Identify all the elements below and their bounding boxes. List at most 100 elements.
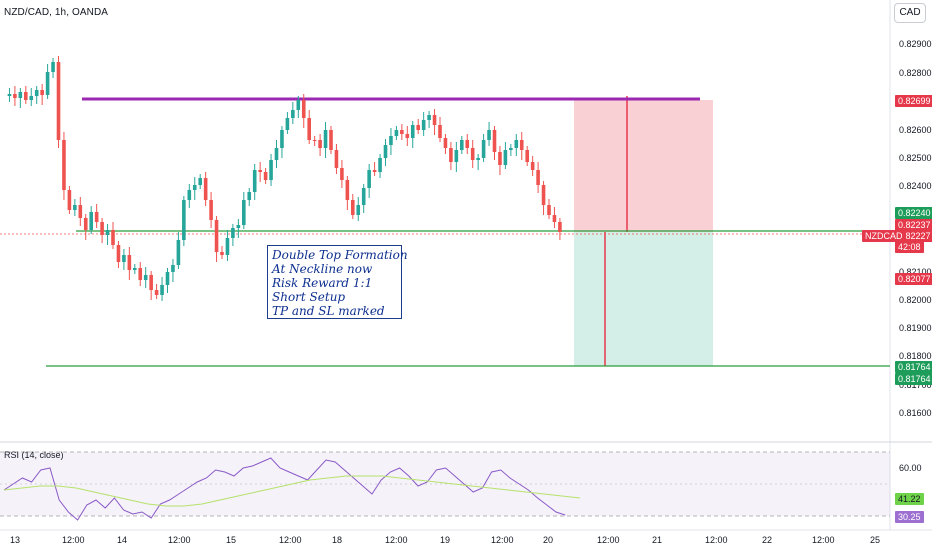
time-tick: 12:00 [385, 535, 408, 545]
price-tick: 0.81800 [899, 351, 932, 361]
annotation-text-box[interactable]: Double Top Formation At Neckline now Ris… [267, 245, 408, 319]
candle-body [247, 192, 252, 200]
price-tick: 0.81900 [899, 323, 932, 333]
candle-body [351, 200, 355, 215]
candle-body [530, 162, 535, 170]
price-label-target: 0.81764 [895, 373, 932, 385]
rsi-value-label: 41.22 [895, 493, 924, 505]
time-tick: 22 [762, 535, 773, 545]
candle-body [269, 160, 273, 180]
candle-body [274, 148, 279, 160]
candle-body [307, 118, 311, 140]
candle-body [214, 220, 219, 252]
candle-body [329, 130, 333, 150]
price-tick: 0.82800 [899, 68, 932, 78]
candle-body [160, 285, 164, 295]
candle-body [13, 94, 17, 98]
candle-body [209, 200, 213, 220]
candle-body [111, 230, 115, 245]
candle-body [438, 125, 442, 138]
candle-body [285, 118, 290, 130]
candle-body [105, 230, 110, 235]
candle-body [192, 185, 197, 190]
currency-button[interactable]: CAD [894, 3, 926, 23]
candle-body [143, 275, 148, 280]
candle-body [78, 205, 83, 218]
time-tick: 12:00 [705, 535, 728, 545]
time-tick: 12:00 [168, 535, 191, 545]
candle-body [171, 265, 175, 272]
annotation-line: At Neckline now [272, 262, 373, 276]
price-tick: 0.82000 [899, 295, 932, 305]
candle-body [182, 200, 186, 240]
candle-body [252, 170, 257, 192]
candle-body [443, 138, 448, 148]
time-tick: 20 [543, 535, 554, 545]
annotation-line: Risk Reward 1:1 [272, 276, 373, 290]
candle-body [263, 172, 268, 180]
candle-body [514, 140, 519, 148]
candle-body [460, 140, 464, 150]
time-tick: 19 [440, 535, 451, 545]
candle-body [356, 205, 361, 215]
candle-body [51, 62, 55, 72]
candle-body [116, 245, 121, 262]
countdown-label: 42:08 [895, 241, 924, 253]
candle-body [449, 148, 453, 162]
time-tick: 12:00 [279, 535, 302, 545]
candle-body [432, 115, 437, 125]
price-label-low: 0.82077 [895, 273, 932, 285]
time-tick: 12:00 [62, 535, 85, 545]
candle-body [405, 134, 410, 138]
candle-body [427, 115, 431, 120]
candle-body [24, 92, 28, 100]
rsi-line [3, 457, 566, 521]
candle-body [154, 290, 159, 295]
candle-body [220, 252, 224, 255]
candle-body [138, 268, 143, 280]
candle-body [312, 140, 317, 141]
candle-body [519, 140, 524, 150]
price-tick: 0.81700 [899, 380, 932, 390]
candle-body [34, 90, 39, 96]
time-tick: 12:00 [491, 535, 514, 545]
candle-body [410, 125, 415, 138]
candle-body [383, 145, 388, 158]
rsi-ma-label: 30.25 [895, 511, 924, 523]
candle-body [378, 158, 382, 172]
candle-body [498, 152, 502, 165]
candle-body [509, 148, 513, 150]
candle-body [89, 212, 93, 230]
candle-body [242, 200, 246, 225]
candle-body [280, 130, 284, 148]
symbol-tag: NZDCAD [862, 230, 906, 242]
time-tick: 13 [10, 535, 21, 545]
price-tick: 0.82400 [899, 181, 932, 191]
candle-body [67, 190, 72, 210]
candle-body [198, 178, 202, 185]
candle-body [203, 178, 208, 200]
rsi-title[interactable]: RSI (14, close) [4, 450, 64, 460]
time-tick: 14 [117, 535, 128, 545]
candle-body [372, 170, 377, 172]
annotation-line: Short Setup [272, 290, 346, 304]
candle-body [547, 205, 551, 215]
candle-body [323, 130, 328, 148]
symbol-title[interactable]: NZD/CAD, 1h, OANDA [4, 7, 109, 18]
candle-body [231, 228, 235, 238]
candle-body [525, 150, 529, 162]
candle-body [340, 168, 344, 180]
candle-body [56, 62, 61, 140]
candle-body [334, 150, 339, 168]
price-label-target: 0.81764 [895, 361, 932, 373]
take-profit-zone [574, 232, 713, 366]
candle-body [503, 150, 508, 165]
candle-body [541, 185, 546, 205]
candle-body [394, 130, 399, 136]
candle-body [454, 150, 459, 162]
candle-body [389, 136, 393, 145]
candle-body [367, 170, 371, 188]
candle-body [236, 225, 241, 228]
